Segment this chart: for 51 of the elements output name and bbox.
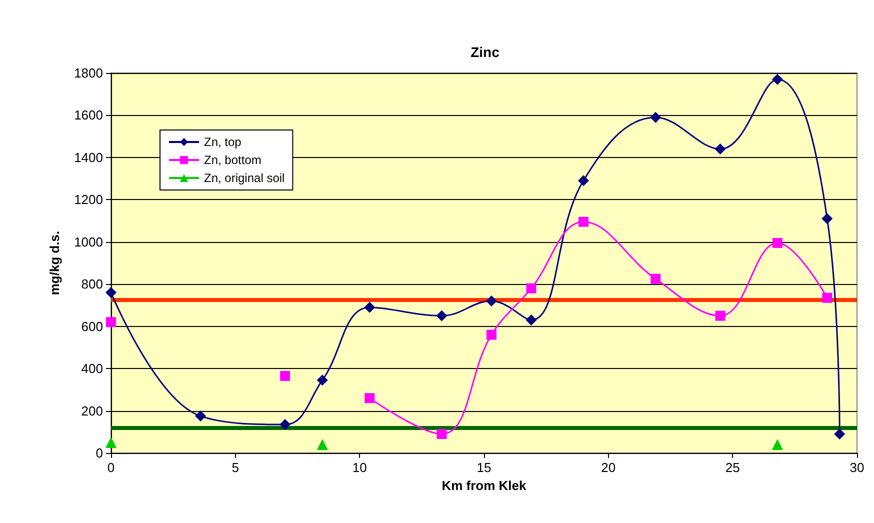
y-tick-label: 1000 [74, 234, 103, 250]
point [280, 370, 290, 381]
y-tick-label: 600 [81, 318, 103, 334]
y-tick-label: 400 [81, 361, 103, 376]
point [650, 274, 661, 284]
y-tick-label: 1200 [74, 192, 103, 208]
point [486, 330, 496, 340]
legend-label: Zn, original soil [204, 171, 285, 185]
point [834, 428, 846, 440]
x-tick-label: 5 [232, 460, 239, 475]
point [316, 439, 328, 450]
x-tick-label: 30 [850, 460, 864, 475]
y-axis-title: mg/kg d.s. [47, 230, 62, 296]
point [650, 112, 662, 123]
legend-label: Zn, top [204, 135, 242, 149]
point [195, 410, 206, 422]
x-tick-label: 10 [352, 460, 367, 475]
x-axis-title: Km from Klek [442, 478, 528, 493]
x-tick-label: 0 [107, 460, 115, 475]
point [486, 296, 497, 306]
legend-label: Zn, bottom [204, 153, 262, 167]
y-tick-label: 1600 [74, 108, 103, 123]
point [822, 213, 833, 224]
point [436, 310, 448, 322]
point [578, 216, 588, 227]
chart-title: Zinc [470, 44, 500, 60]
x-tick-label: 15 [476, 460, 492, 475]
point [106, 317, 116, 328]
point [578, 175, 589, 186]
point [106, 287, 116, 298]
point [436, 429, 447, 439]
point [526, 314, 537, 326]
y-tick-label: 1400 [74, 150, 103, 165]
point [280, 419, 291, 430]
y-tick-label: 1800 [74, 66, 103, 80]
y-tick-label: 200 [81, 403, 103, 418]
point [715, 310, 726, 321]
point [772, 439, 783, 450]
point [822, 292, 832, 303]
x-tick-label: 20 [601, 460, 616, 475]
y-tick-label: 0 [96, 446, 103, 460]
y-tick-label: 800 [81, 276, 103, 292]
point [316, 374, 328, 386]
point [772, 74, 783, 85]
point [772, 238, 782, 248]
point [526, 283, 536, 294]
x-tick-label: 25 [725, 460, 740, 475]
point [364, 302, 376, 313]
point [106, 436, 116, 448]
point [364, 393, 375, 404]
point [714, 144, 726, 154]
